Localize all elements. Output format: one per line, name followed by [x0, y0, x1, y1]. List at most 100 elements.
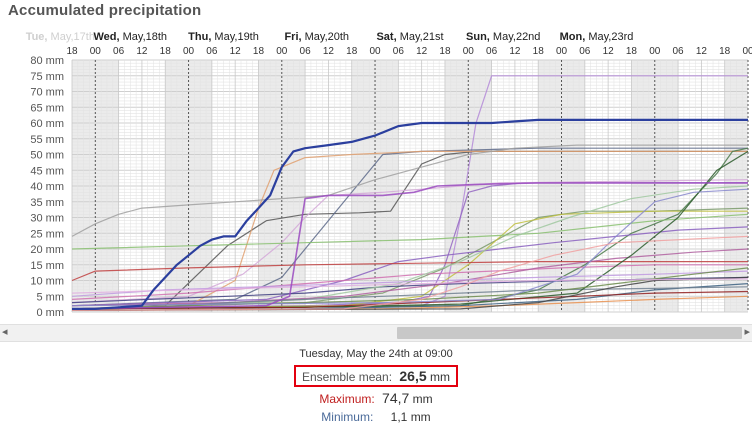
series-line: [71, 270, 749, 297]
series-line: [71, 267, 749, 310]
hour-label: 00: [183, 46, 195, 57]
minimum-value: 1,1: [390, 410, 408, 424]
series-line: [71, 188, 749, 307]
hour-label: 06: [300, 46, 312, 57]
series-line: [71, 207, 749, 307]
day-label-weekday: Fri,: [284, 31, 301, 43]
tooltip-summary: Tuesday, May the 24th at 09:00 Ensemble …: [0, 347, 752, 424]
y-tick-label: 20 mm: [30, 244, 64, 256]
maximum-value: 74,7: [382, 390, 410, 406]
series-line: [71, 182, 748, 310]
scroll-right-arrow-icon[interactable]: ▸: [744, 326, 750, 338]
ensemble-mean-label: Ensemble mean:: [302, 370, 393, 384]
series-line: [71, 261, 748, 282]
hour-label: 18: [160, 46, 172, 57]
hour-label: 12: [230, 46, 242, 57]
day-label-date: May,20th: [302, 31, 350, 43]
hour-labels: 18 00 06 12 18 00 06 12 18 00 06 12 18 00 06 12 18 00 06 12…: [66, 46, 752, 57]
scroll-thumb[interactable]: [397, 327, 742, 339]
hour-label: 00: [463, 46, 475, 57]
hour-label: 18: [253, 46, 265, 57]
series-line: [72, 118, 748, 310]
day-label-date: May,21st: [397, 31, 444, 43]
hour-label: 12: [323, 46, 335, 57]
hour-label: 18: [719, 46, 731, 57]
ensemble-mean-unit: mm: [429, 370, 450, 384]
chart-title: Accumulated precipitation: [8, 2, 202, 19]
day-label-date: May,23rd: [585, 31, 633, 43]
hour-label: 00: [276, 46, 288, 57]
series-line: [71, 210, 748, 310]
summary-date: Tuesday, May the 24th at 09:00: [299, 348, 453, 360]
y-tick-label: 70 mm: [30, 87, 64, 99]
y-tick-label: 45 mm: [30, 165, 64, 177]
series-line: [71, 264, 748, 300]
series-line: [71, 185, 749, 310]
minimum-unit: mm: [410, 410, 431, 424]
hour-label: 12: [509, 46, 521, 57]
y-tick-label: 10 mm: [30, 276, 64, 288]
y-tick-label: 5 mm: [37, 291, 65, 303]
day-label-weekday: Sat,: [376, 31, 396, 43]
y-tick-label: 35 mm: [30, 197, 64, 209]
day-label-weekday: Wed,: [93, 31, 119, 43]
scroll-left-arrow-icon[interactable]: ◂: [2, 326, 8, 338]
day-label: Mon, May,23rd: [560, 31, 634, 43]
ensemble-mean-box: Ensemble mean: 26,5 mm: [294, 365, 458, 387]
day-label: Sat, May,21st: [376, 31, 443, 43]
horizontal-scrollbar[interactable]: ◂ ▸: [0, 324, 752, 342]
day-label-date: May,18th: [120, 31, 168, 43]
maximum-row: Maximum: 74,7 mm: [0, 390, 752, 406]
y-tick-label: 40 mm: [30, 181, 64, 193]
y-tick-label: 50 mm: [30, 150, 64, 162]
hour-label: 12: [603, 46, 615, 57]
hour-label: 18: [439, 46, 451, 57]
day-label: Tue, May,17th: [26, 31, 95, 43]
y-tick-label: 55 mm: [30, 134, 64, 146]
hour-label: 00: [556, 46, 568, 57]
series-line: [71, 278, 749, 294]
day-label-date: May,17th: [47, 31, 95, 43]
day-label-weekday: Sun,: [466, 31, 490, 43]
day-label-weekday: Thu,: [188, 31, 211, 43]
ensemble-series: [71, 75, 749, 311]
hour-label: 18: [346, 46, 358, 57]
hour-label: 06: [486, 46, 498, 57]
series-line: [71, 235, 749, 311]
y-tick-label: 80 mm: [30, 55, 64, 67]
maximum-unit: mm: [412, 392, 433, 406]
hour-label: 12: [416, 46, 428, 57]
hour-label: 06: [579, 46, 591, 57]
hour-label: 00: [90, 46, 102, 57]
day-label-weekday: Mon,: [560, 31, 586, 43]
hour-label: 12: [136, 46, 148, 57]
minimum-label: Minimum:: [321, 410, 374, 424]
series-line: [71, 226, 749, 307]
y-tick-label: 75 mm: [30, 71, 64, 83]
series-line: [71, 213, 749, 250]
day-label-weekday: Tue,: [26, 31, 48, 43]
hour-label: 06: [113, 46, 125, 57]
minimum-row: Minimum: 1,1 mm: [0, 410, 752, 424]
y-tick-label: 30 mm: [30, 213, 64, 225]
hour-label: 06: [393, 46, 405, 57]
y-tick-label: 65 mm: [30, 102, 64, 114]
hour-label: 18: [533, 46, 545, 57]
hour-label: 06: [673, 46, 685, 57]
hour-label: 00: [369, 46, 381, 57]
y-tick-label: 60 mm: [30, 118, 64, 130]
day-label: Sun, May,22nd: [466, 31, 540, 43]
hour-label: 06: [206, 46, 218, 57]
hour-label: 00: [742, 46, 752, 57]
ensemble-mean-value: 26,5: [399, 368, 427, 384]
day-label-date: May,19th: [211, 31, 259, 43]
maximum-label: Maximum:: [319, 392, 375, 406]
y-tick-label: 25 mm: [30, 228, 64, 240]
hour-label: 18: [626, 46, 638, 57]
day-label: Wed, May,18th: [93, 31, 167, 43]
hour-label: 00: [649, 46, 661, 57]
hour-label: 18: [66, 46, 78, 57]
y-tick-label: 0 mm: [37, 307, 65, 319]
